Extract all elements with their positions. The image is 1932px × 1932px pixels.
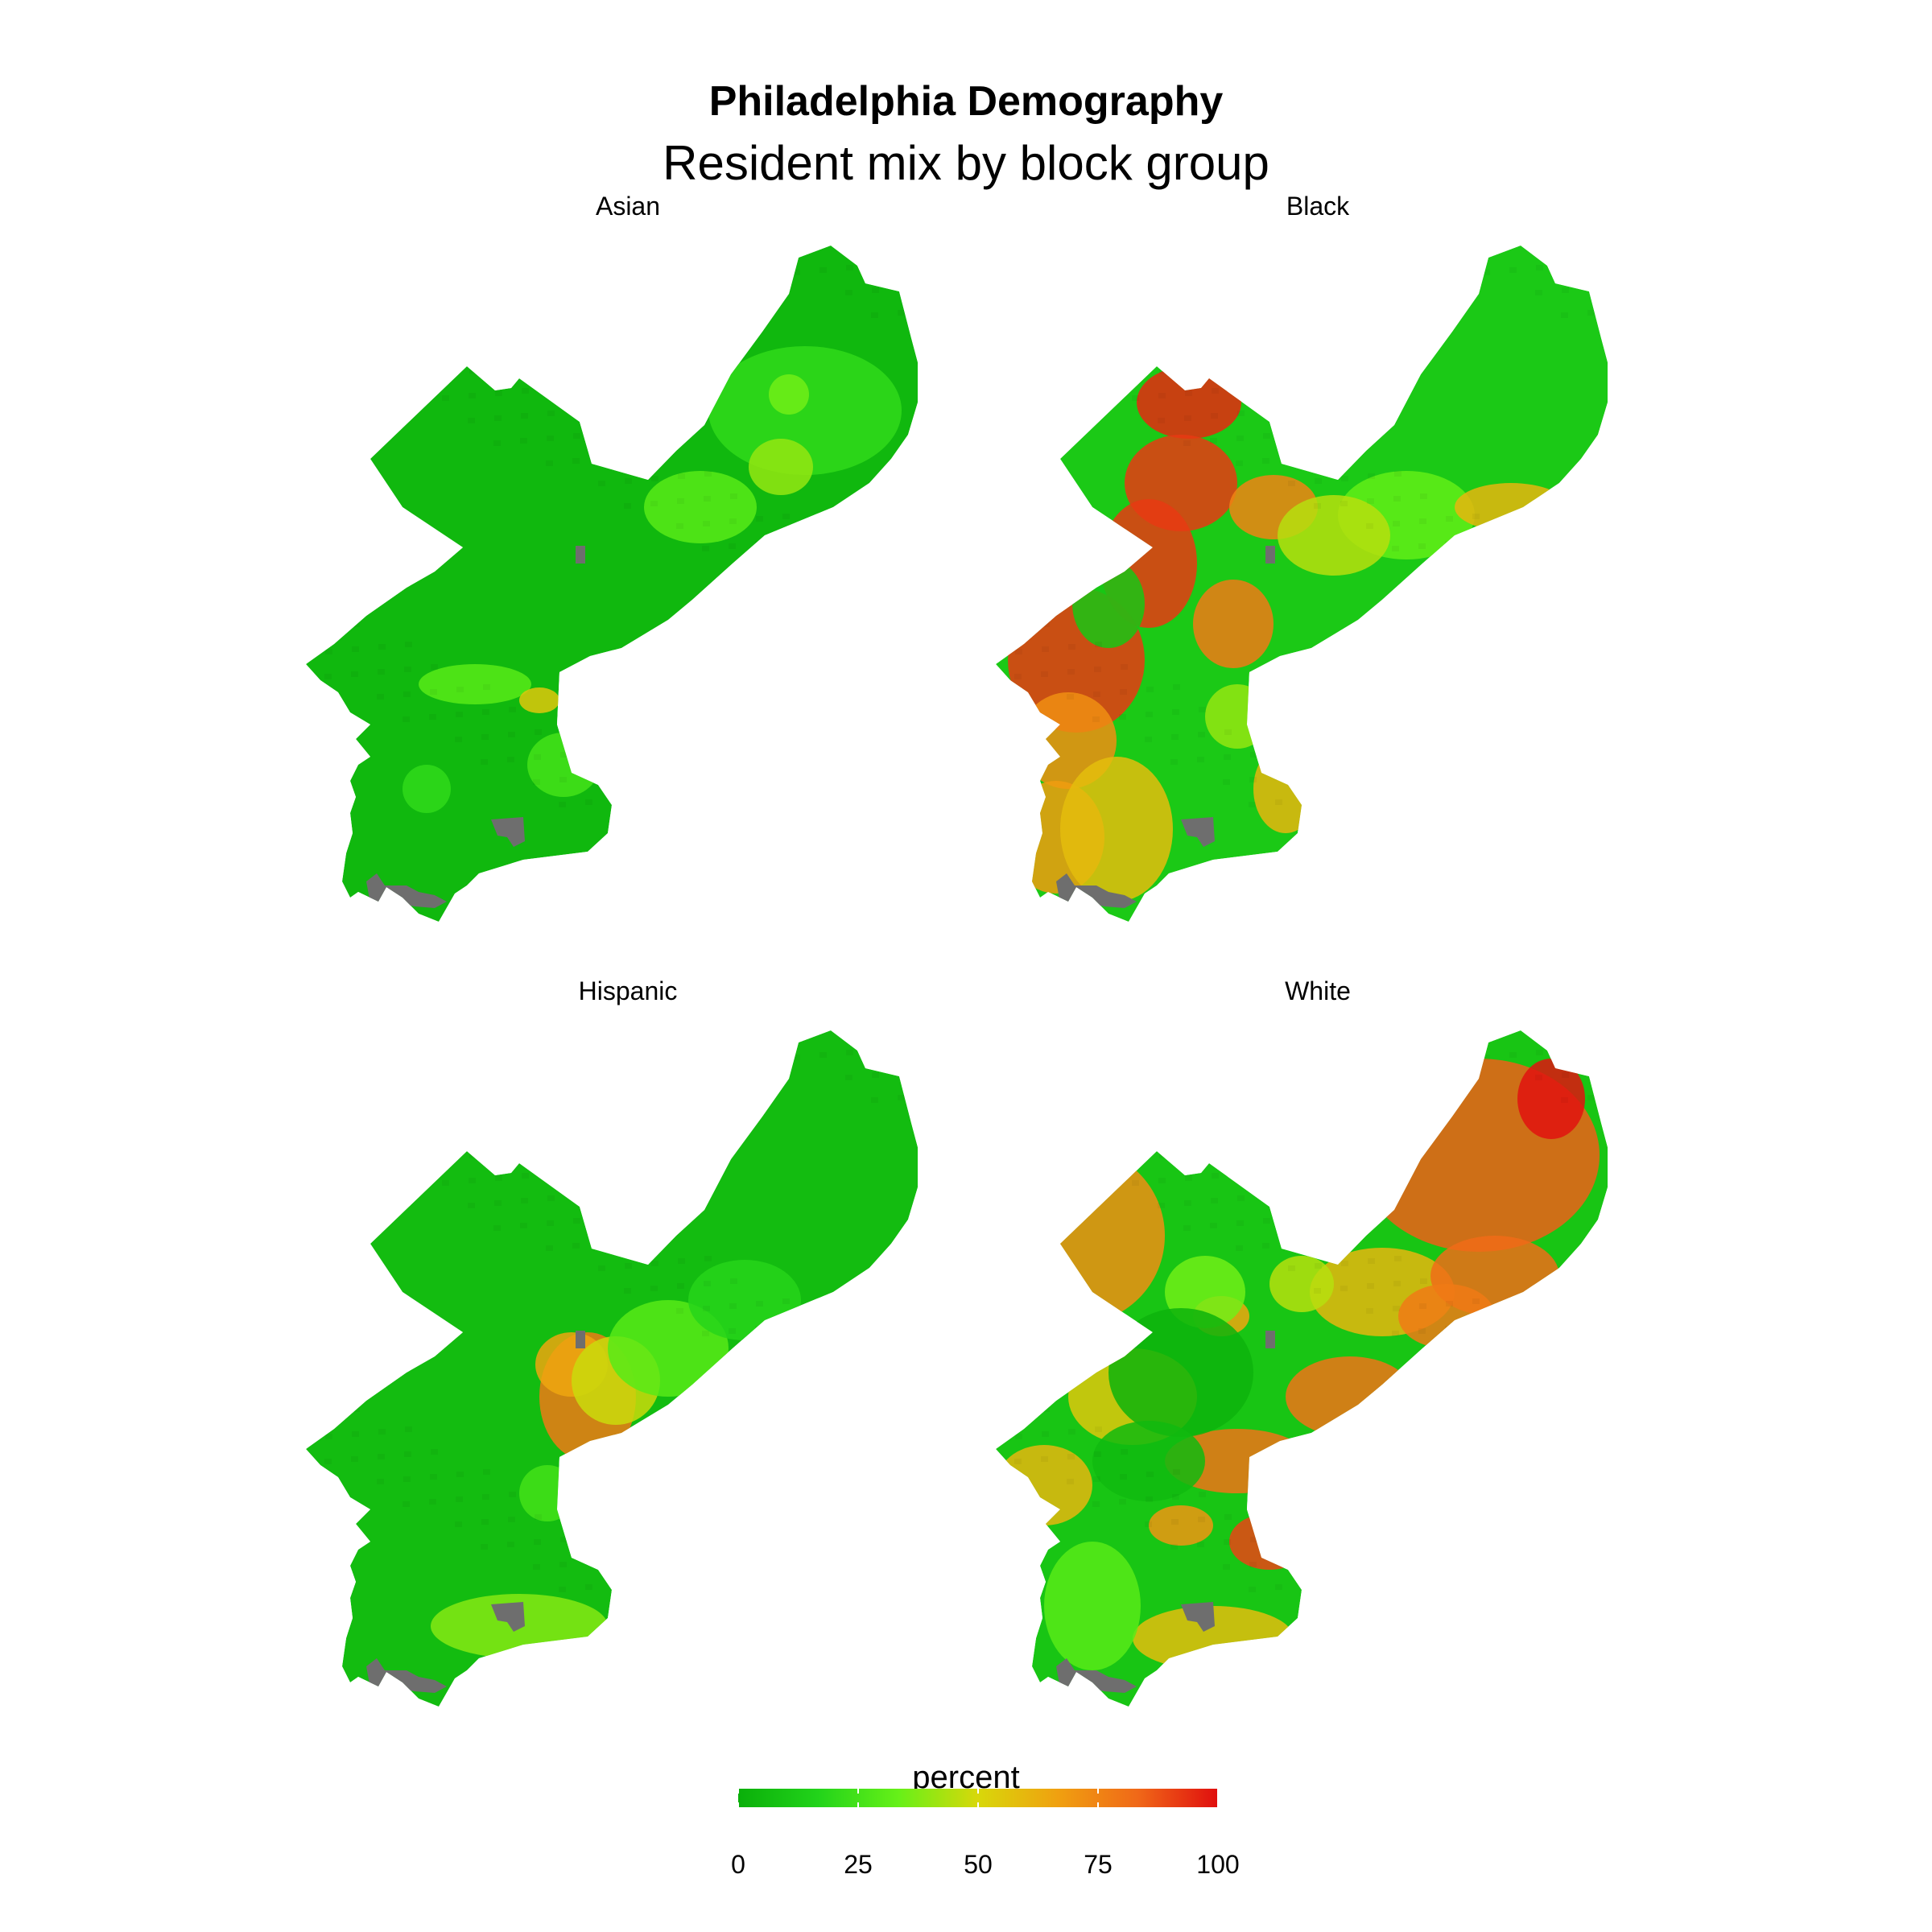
region-patch <box>1149 1505 1213 1546</box>
region-patch <box>1517 1059 1585 1139</box>
region-patch <box>1108 1308 1253 1437</box>
region-patch <box>1137 366 1241 439</box>
facet-label-asian: Asian <box>595 192 661 221</box>
map-asian <box>306 246 918 922</box>
facet-label-white: White <box>1285 976 1351 1005</box>
region-patch <box>1044 1542 1141 1670</box>
legend-tick-label: 50 <box>964 1850 993 1879</box>
legend-colorbar <box>737 1789 1217 1807</box>
region-patch <box>1455 483 1567 531</box>
missing-data-area <box>1265 546 1275 564</box>
region-patch <box>1229 1513 1310 1570</box>
map-hispanic <box>306 1030 918 1707</box>
missing-data-area <box>491 817 525 847</box>
missing-data-area <box>491 1602 525 1632</box>
missing-data-area <box>576 1331 585 1348</box>
chart-subtitle: Resident mix by block group <box>663 136 1269 190</box>
region-patch <box>519 1465 576 1521</box>
missing-data-area <box>1181 1602 1215 1632</box>
chart-title: Philadelphia Demography <box>708 78 1224 125</box>
region-patch <box>1398 1284 1495 1348</box>
region-patch <box>1092 1421 1205 1501</box>
region-patch <box>402 765 451 813</box>
legend-tick-label: 100 <box>1196 1850 1240 1879</box>
region-patch <box>1072 559 1145 648</box>
region-patch <box>708 346 902 475</box>
facet-label-hispanic: Hispanic <box>578 976 678 1005</box>
region-patch <box>1269 1256 1334 1312</box>
region-patch <box>519 687 559 713</box>
map-boundary <box>306 246 918 922</box>
region-patch <box>1278 495 1390 576</box>
map-white <box>996 1030 1608 1707</box>
region-patch <box>1193 580 1274 668</box>
region-patch <box>769 374 809 415</box>
region-patch <box>1205 684 1269 749</box>
missing-data-area <box>576 546 585 564</box>
region-patch <box>608 1300 729 1397</box>
legend-tick-label: 75 <box>1084 1850 1113 1879</box>
region-patch <box>1286 1356 1414 1437</box>
missing-data-area <box>1265 1331 1275 1348</box>
region-patch <box>419 664 531 704</box>
map-black <box>996 246 1608 922</box>
region-patch <box>1253 745 1318 833</box>
missing-data-area <box>1181 817 1215 847</box>
region-patch <box>996 1147 1165 1324</box>
region-patch <box>527 733 600 797</box>
region-patch <box>1060 757 1173 902</box>
legend-tick-label: 0 <box>731 1850 745 1879</box>
region-patch <box>644 471 757 543</box>
facet-label-black: Black <box>1286 192 1350 221</box>
legend-tick-label: 25 <box>844 1850 873 1879</box>
region-patch <box>749 439 813 495</box>
